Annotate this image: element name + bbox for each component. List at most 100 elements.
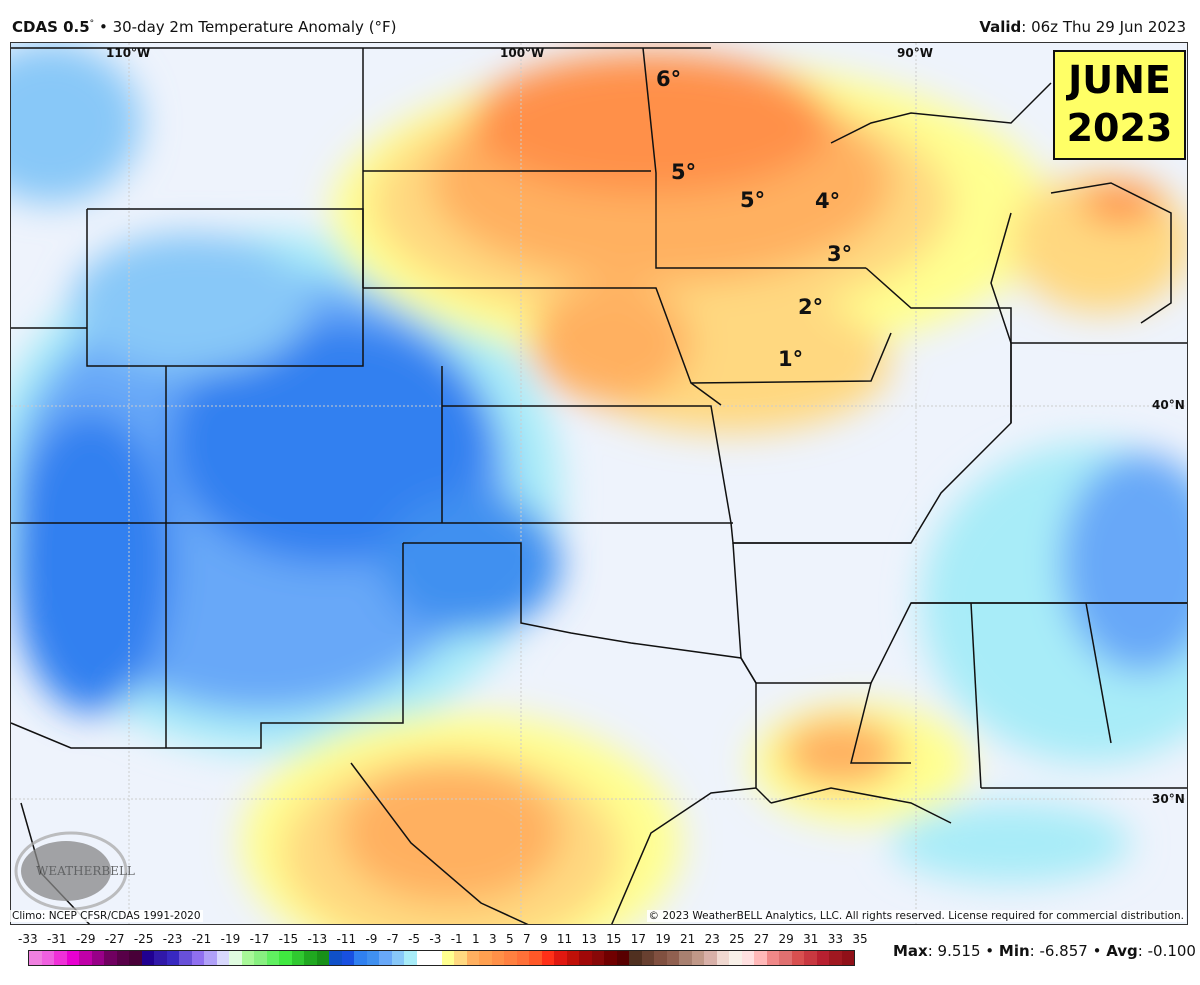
colorbar-tick-label: 25	[729, 932, 745, 946]
colorbar-tick-label: 21	[680, 932, 696, 946]
colorbar-swatch	[666, 951, 679, 965]
stats-line: Max: 9.515 • Min: -6.857 • Avg: -0.100	[893, 942, 1196, 960]
avg-value: : -0.100	[1137, 942, 1196, 960]
anomaly-annotation: 2°	[798, 295, 824, 319]
max-label: Max	[893, 942, 928, 960]
colorbar-tick-label: -1	[450, 932, 463, 946]
colorbar-swatch	[241, 951, 254, 965]
colorbar-swatch	[391, 951, 404, 965]
colorbar-tick-label: 3	[488, 932, 497, 946]
lat-label-40n: 40°N	[1152, 398, 1185, 412]
colorbar-swatch	[716, 951, 729, 965]
colorbar-swatch	[504, 951, 517, 965]
colorbar-swatch	[204, 951, 217, 965]
colorbar-swatch	[429, 951, 442, 965]
map-canvas: WEATHERBELL	[11, 43, 1187, 924]
colorbar-tick-label: -33	[18, 932, 38, 946]
colorbar	[28, 950, 855, 966]
colorbar-tick-label: 7	[522, 932, 531, 946]
colorbar-swatch	[366, 951, 379, 965]
valid-value: : 06z Thu 29 Jun 2023	[1021, 18, 1186, 36]
colorbar-tick-label: -15	[278, 932, 299, 946]
colorbar-swatch	[116, 951, 129, 965]
colorbar-swatch	[266, 951, 279, 965]
month-badge: JUNE 2023	[1053, 50, 1186, 160]
lon-label-90w: 90°W	[897, 46, 933, 60]
colorbar-swatch	[41, 951, 54, 965]
colorbar-swatch	[491, 951, 504, 965]
colorbar-swatch	[91, 951, 104, 965]
colorbar-swatch	[754, 951, 767, 965]
badge-month: JUNE	[1068, 58, 1171, 102]
colorbar-swatch	[154, 951, 167, 965]
colorbar-swatch	[554, 951, 567, 965]
colorbar-tick-label: -7	[386, 932, 399, 946]
colorbar-swatch	[729, 951, 742, 965]
colorbar-swatch	[679, 951, 692, 965]
colorbar-tick-label: 1	[472, 932, 480, 946]
anomaly-shading	[11, 43, 1187, 924]
colorbar-swatch	[829, 951, 842, 965]
valid-time: Valid: 06z Thu 29 Jun 2023	[979, 18, 1186, 36]
colorbar-tick-label: -21	[191, 932, 212, 946]
colorbar-swatch	[104, 951, 117, 965]
anomaly-annotation: 6°	[656, 67, 682, 91]
colorbar-swatch	[779, 951, 792, 965]
colorbar-swatch	[704, 951, 717, 965]
colorbar-tick-label: 17	[630, 932, 647, 946]
colorbar-swatch	[604, 951, 617, 965]
colorbar-tick-label: 27	[753, 932, 770, 946]
colorbar-tick-label: -5	[408, 932, 421, 946]
colorbar-swatch	[791, 951, 804, 965]
colorbar-swatch	[479, 951, 492, 965]
colorbar-tick-label: 11	[556, 932, 573, 946]
climo-note: Climo: NCEP CFSR/CDAS 1991-2020	[10, 910, 203, 922]
colorbar-tick-label: 5	[505, 932, 514, 946]
colorbar-swatch	[79, 951, 92, 965]
weatherbell-logo: WEATHERBELL	[14, 831, 135, 911]
anomaly-annotation: 5°	[671, 160, 697, 184]
colorbar-swatch	[529, 951, 542, 965]
anomaly-annotation: 5°	[740, 188, 766, 212]
colorbar-tick-label: -11	[336, 932, 357, 946]
anomaly-annotation: 4°	[815, 189, 841, 213]
colorbar-tick-label: -19	[220, 932, 241, 946]
copyright: © 2023 WeatherBELL Analytics, LLC. All r…	[646, 910, 1186, 922]
colorbar-swatch	[254, 951, 267, 965]
max-value: : 9.515 •	[927, 942, 999, 960]
colorbar-swatch	[329, 951, 342, 965]
colorbar-tick-label: 35	[852, 932, 868, 946]
colorbar-swatch	[541, 951, 554, 965]
colorbar-swatch	[66, 951, 79, 965]
colorbar-swatch	[166, 951, 179, 965]
colorbar-swatch	[616, 951, 629, 965]
model-name: CDAS 0.5	[12, 18, 90, 36]
colorbar-tick-label: -25	[133, 932, 154, 946]
lat-label-30n: 30°N	[1152, 792, 1185, 806]
colorbar-swatch	[566, 951, 579, 965]
colorbar-ticks: -33 -31 -29 -27 -25 -23 -21 -19 -17 -15 -13 -11 -9 -7…	[18, 932, 868, 946]
colorbar-swatch	[454, 951, 467, 965]
colorbar-swatch	[579, 951, 592, 965]
colorbar-swatch	[466, 951, 479, 965]
badge-year: 2023	[1066, 106, 1173, 150]
colorbar-tick-label: 23	[704, 932, 720, 946]
colorbar-swatch	[129, 951, 142, 965]
colorbar-tick-label: 13	[581, 932, 597, 946]
anomaly-annotation: 1°	[778, 347, 804, 371]
colorbar-tick-label: -9	[365, 932, 378, 946]
colorbar-tick-label: -17	[249, 932, 270, 946]
state-borders	[11, 47, 1187, 924]
colorbar-swatch	[441, 951, 454, 965]
colorbar-tick-label: 29	[778, 932, 794, 946]
colorbar-tick-label: 15	[606, 932, 622, 946]
colorbar-swatch	[279, 951, 292, 965]
colorbar-tick-label: 33	[827, 932, 844, 946]
colorbar-tick-label: -31	[46, 932, 67, 946]
colorbar-swatch	[179, 951, 192, 965]
colorbar-swatch	[641, 951, 654, 965]
colorbar-swatch	[841, 951, 854, 965]
colorbar-swatch	[691, 951, 704, 965]
colorbar-swatch	[766, 951, 779, 965]
colorbar-tick-label: 19	[655, 932, 671, 946]
